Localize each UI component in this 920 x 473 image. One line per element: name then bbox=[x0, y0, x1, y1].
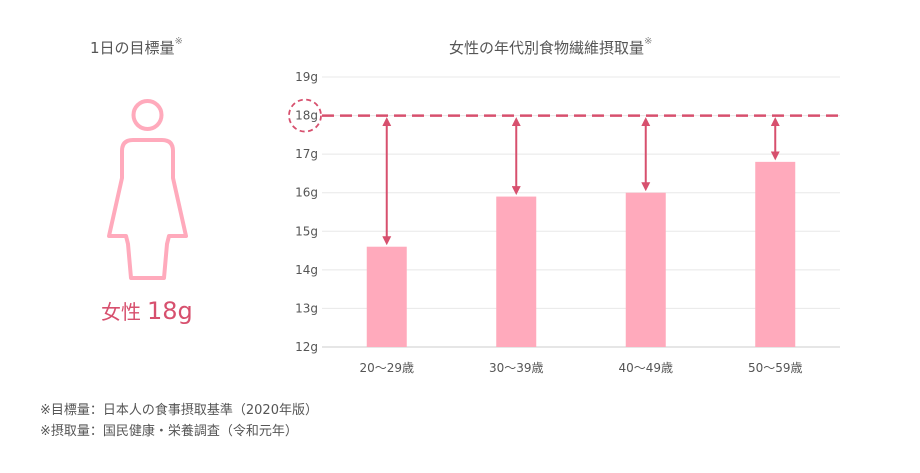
y-tick-label: 16g bbox=[295, 186, 318, 200]
bar bbox=[496, 196, 537, 347]
footnotes: ※目標量：日本人の食事摂取基準（2020年版） ※摂取量：国民健康・栄養調査（令… bbox=[40, 400, 318, 442]
target-title-mark: ※ bbox=[174, 36, 183, 47]
x-tick-label: 40〜49歳 bbox=[618, 361, 673, 375]
chart-title-mark: ※ bbox=[644, 36, 653, 47]
y-tick-label: 18g bbox=[295, 109, 318, 123]
goal-value: 18g bbox=[147, 297, 193, 325]
bar bbox=[755, 161, 796, 347]
chart-title: 女性の年代別食物繊維摂取量※ bbox=[449, 36, 653, 58]
y-tick-label: 17g bbox=[295, 147, 318, 161]
x-tick-label: 30〜39歳 bbox=[489, 361, 544, 375]
goal-label: 女性 18g bbox=[101, 296, 193, 325]
y-tick-label: 14g bbox=[295, 263, 318, 277]
target-title: 1日の目標量※ bbox=[90, 36, 183, 58]
x-tick-label: 20〜29歳 bbox=[359, 361, 414, 375]
y-tick-label: 13g bbox=[295, 301, 318, 315]
bar bbox=[625, 192, 666, 347]
goal-gender: 女性 bbox=[101, 300, 141, 324]
chart-title-text: 女性の年代別食物繊維摂取量 bbox=[449, 39, 645, 57]
target-title-text: 1日の目標量 bbox=[90, 39, 175, 57]
y-tick-label: 15g bbox=[295, 224, 318, 238]
footnote-intake: ※摂取量：国民健康・栄養調査（令和元年） bbox=[40, 424, 298, 439]
y-tick-label: 12g bbox=[295, 340, 318, 354]
woman-icon bbox=[107, 99, 188, 280]
target-circle bbox=[288, 98, 322, 133]
x-tick-label: 50〜59歳 bbox=[748, 361, 803, 375]
footnote-target: ※目標量：日本人の食事摂取基準（2020年版） bbox=[40, 403, 318, 418]
bar bbox=[366, 246, 407, 347]
y-tick-label: 19g bbox=[295, 70, 318, 84]
